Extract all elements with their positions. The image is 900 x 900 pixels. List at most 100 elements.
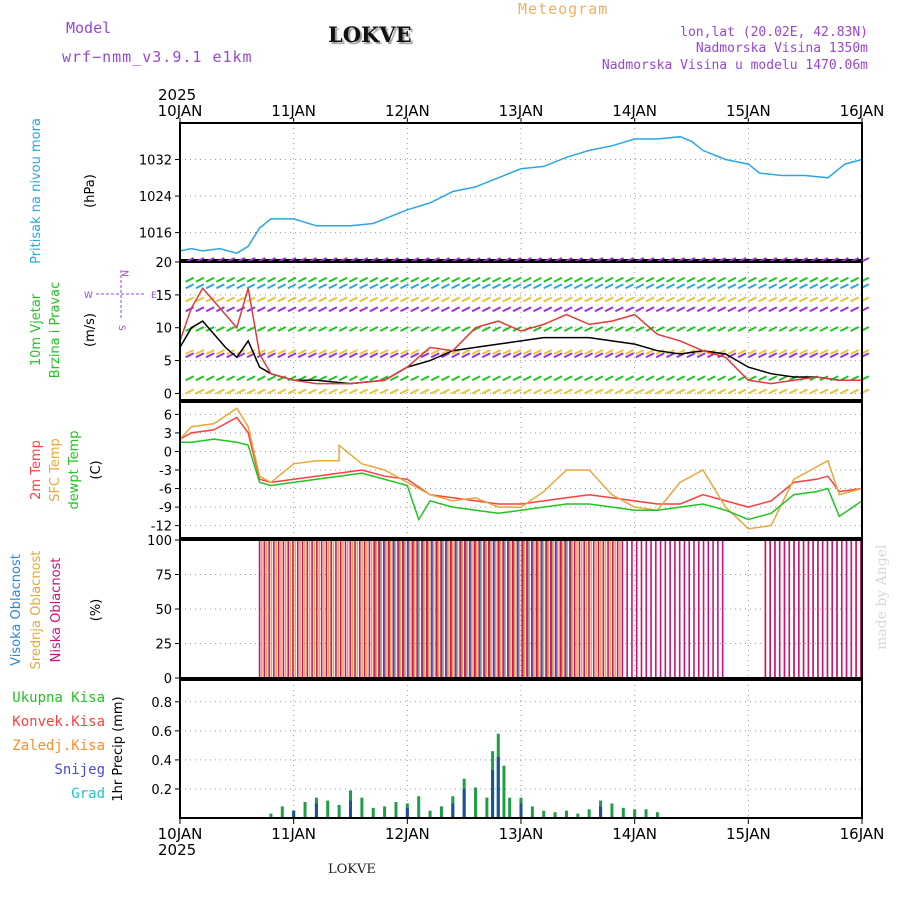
wind-barb (645, 388, 655, 395)
wind-barb (758, 388, 768, 395)
wind-barb (737, 276, 747, 283)
y-tick-label: 75 (155, 569, 172, 584)
wind-barb (287, 388, 297, 395)
wind-barb (799, 276, 808, 283)
precip-bar (360, 797, 364, 818)
wind-barb (686, 375, 696, 382)
wind-barb (727, 326, 737, 332)
wind-barb (778, 276, 788, 283)
precip-bar (428, 810, 432, 818)
wind-barb (502, 326, 512, 332)
wind-barb (318, 276, 328, 283)
wind-barb (297, 306, 307, 313)
wind-barb (604, 352, 614, 359)
wind-barb (512, 283, 522, 290)
wind-barb (461, 283, 471, 290)
temperature-panel (175, 401, 863, 539)
wind-barb (256, 326, 266, 332)
wind-barb (400, 388, 409, 395)
temp2m-ylabel: 2m Temp (29, 440, 44, 500)
wind-barb (737, 306, 747, 313)
wind-barb (430, 296, 440, 303)
wind-barb (461, 296, 471, 303)
wind-barb (543, 306, 553, 313)
wind-barb (369, 375, 379, 382)
wind-barb (318, 326, 328, 332)
precip-bar (542, 810, 546, 818)
wind-barb (717, 283, 727, 290)
wind-barb (696, 352, 706, 359)
wind-barb (543, 276, 553, 283)
wind-barb (430, 352, 440, 359)
wind-barb (625, 283, 635, 290)
precip-bar (530, 806, 534, 818)
altitude-label: Nadmorska Visina 1350m (695, 41, 868, 56)
wind-barb (594, 375, 604, 382)
wind-barb (481, 296, 491, 303)
precip-bar (292, 810, 296, 818)
wind-barb (696, 306, 706, 313)
wind-barb (655, 296, 665, 303)
wind-barb (389, 326, 399, 332)
wind-barb (379, 276, 389, 283)
wind-barb (839, 276, 849, 283)
wind-barb (625, 296, 635, 303)
wind-barb (277, 352, 287, 359)
compass-e: E (151, 291, 157, 301)
precip-bar (621, 807, 625, 818)
wind-barb (584, 296, 594, 303)
wind-barb (481, 283, 491, 290)
wind-barb (604, 349, 614, 355)
wind-barb (481, 352, 491, 359)
wind-barb (420, 375, 430, 382)
wind-barb (277, 296, 287, 303)
wind-barb (226, 306, 236, 313)
wind-barb (359, 326, 369, 332)
wind-barb (256, 306, 266, 313)
wind-barb (389, 352, 399, 359)
wind-barb (594, 349, 604, 355)
wind-barb (215, 326, 225, 332)
wind-barb (369, 276, 379, 283)
y-tick-label: -9 (159, 501, 172, 516)
wind-barb (451, 276, 461, 283)
wind-barb (778, 326, 788, 332)
wind-barb (706, 326, 716, 332)
wind-barb (226, 388, 236, 395)
wind-barb (799, 352, 808, 359)
wind-barb (850, 276, 860, 283)
wind-barb (338, 296, 348, 303)
wind-barb (471, 306, 481, 313)
wind-barb (727, 349, 737, 355)
wind-barb (492, 349, 502, 355)
precip-bar (496, 756, 500, 818)
wind-barb (195, 349, 205, 355)
temperature-series-line (180, 438, 863, 522)
wind-barb (553, 276, 563, 283)
wind-barb (338, 349, 348, 355)
wind-barb (666, 276, 675, 283)
wind-barb (737, 283, 747, 290)
wind-barb (502, 388, 512, 395)
wind-barb (471, 283, 481, 290)
wind-barb (410, 326, 420, 332)
wind-barb (553, 352, 563, 359)
wind-barb (297, 352, 307, 359)
lonlat-label: lon,lat (20.02E, 42.83N) (680, 25, 868, 40)
wind-barb (328, 283, 338, 290)
wind-barb (809, 276, 819, 283)
wind-barb (768, 276, 778, 283)
wind-barb (758, 283, 768, 290)
wind-barb (451, 352, 461, 359)
x-year-label-bottom: 2025 (158, 841, 196, 859)
wind-barb (573, 388, 583, 395)
precip-legend-item: Konvek.Kisa (12, 714, 105, 730)
x-year-label-top: 2025 (158, 86, 196, 104)
wind-barb (410, 283, 420, 290)
wind-barb (584, 306, 594, 313)
wind-barb (758, 375, 768, 382)
wind-barb (635, 375, 645, 382)
wind-barb (348, 326, 358, 332)
wind-ylabel-2: Brzina i Pravac (48, 282, 63, 379)
wind-barb (706, 375, 716, 382)
